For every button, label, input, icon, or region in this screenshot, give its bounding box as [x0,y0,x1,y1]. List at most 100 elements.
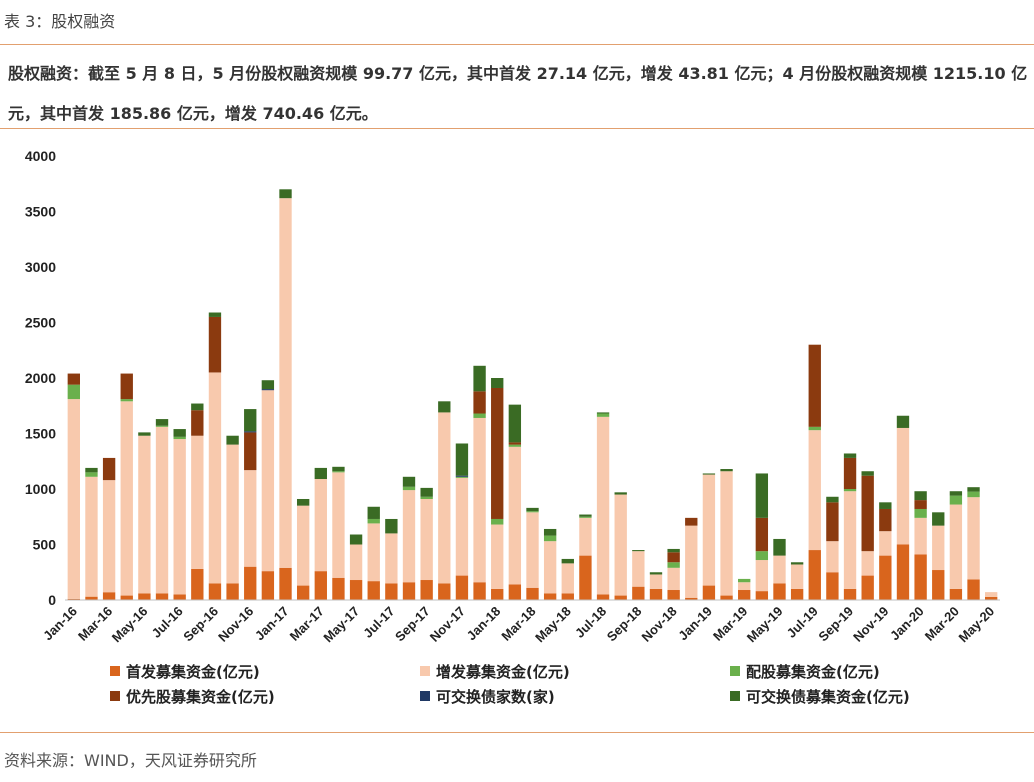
bar-segment-Feb-17-s1 [296,505,310,586]
x-tick-label: Mar-20 [922,604,962,644]
bar-segment-Jan-16-s0 [67,598,80,600]
legend-swatch [110,666,120,676]
bar-segment-Nov-19-s5 [879,502,892,509]
bar-segment-Aug-16-s5 [191,403,204,411]
bar-segment-Jan-16-s3 [67,373,80,385]
bar-segment-Oct-18-s5 [649,572,663,575]
bar-segment-Apr-19-s3 [755,517,769,552]
bar-segment-Jun-19-s1 [790,564,804,589]
y-axis: 0 500 1000 1500 2000 2500 3000 3500 4000 [25,148,56,608]
bar-segment-Feb-20-s0 [932,570,945,600]
bar-segment-Mar-16-s0 [102,592,116,600]
bar-segment-Jul-19-s3 [808,344,821,427]
bar-segment-May-17-s5 [349,534,363,545]
bar-segment-Jul-18-s5 [596,412,610,414]
x-tick-label: Sep-19 [815,604,856,645]
bar-segment-Jul-17-s0 [385,583,398,600]
x-tick-label: May-16 [109,604,151,646]
x-tick-label: Jan-18 [464,604,504,644]
bar-segment-Feb-18-s5 [508,404,522,443]
x-tick-label: May-19 [744,604,786,646]
bar-segment-Jul-17-s5 [385,518,398,534]
bar-series [67,189,998,600]
bar-segment-Sep-19-s5 [843,453,857,458]
bar-segment-Jun-16-s1 [155,426,169,594]
bar-segment-May-16-s0 [138,593,151,600]
x-tick-label: Jul-19 [784,604,821,641]
bar-segment-Jan-17-s0 [279,567,292,600]
bar-segment-Apr-20-s1 [967,497,980,580]
bar-segment-Jan-20-s5 [914,491,927,501]
bar-segment-May-19-s0 [773,583,786,600]
bar-segment-Oct-17-s5 [438,401,451,413]
bar-segment-Nov-17-s2 [455,476,469,478]
x-tick-label: Nov-16 [215,604,256,645]
legend-label: 增发募集资金(亿元) [436,663,570,681]
bar-segment-Apr-20-s0 [967,579,980,600]
bar-segment-Apr-20-s5 [967,487,980,492]
bar-segment-Jan-17-s1 [279,198,292,568]
x-axis-labels: Jan-16Mar-16May-16Jul-16Sep-16Nov-16Jan-… [40,604,997,646]
bar-segment-Dec-19-s0 [896,544,910,600]
bar-segment-Dec-18-s3 [685,517,698,526]
bar-segment-Aug-16-s3 [191,410,204,436]
bar-segment-Jan-16-s1 [67,399,80,599]
table-caption: 表 3：股权融资 [4,12,116,31]
bar-segment-Jan-18-s2 [491,518,504,525]
x-tick-label: Mar-16 [75,604,115,644]
bar-segment-Apr-18-s0 [543,593,557,600]
bar-segment-Nov-17-s4 [455,475,469,477]
bar-segment-Nov-16-s1 [244,470,257,567]
bar-segment-Jul-16-s0 [173,594,186,600]
bar-segment-Jul-18-s0 [596,594,610,600]
x-tick-label: Jan-19 [675,604,715,644]
bar-segment-Sep-19-s3 [843,457,857,489]
bar-segment-Jun-19-s0 [790,588,804,600]
bar-segment-Apr-19-s0 [755,591,769,600]
bar-segment-Mar-19-s2 [738,578,751,583]
bar-segment-Feb-19-s5 [720,469,733,472]
legend-label: 可交换债募集资金(亿元) [746,688,910,706]
bar-segment-Jul-16-s1 [173,439,186,595]
bar-segment-Feb-16-s2 [85,472,98,477]
summary-divider [0,128,1034,129]
bar-segment-Feb-17-s5 [296,498,310,506]
bar-segment-Feb-18-s1 [508,446,522,585]
bar-segment-Jun-18-s5 [579,514,592,517]
bar-segment-Jun-16-s2 [155,425,169,427]
bar-segment-Jun-18-s2 [579,516,592,518]
bar-segment-Oct-16-s0 [226,583,239,600]
y-tick-label: 500 [33,537,57,553]
legend-swatch [420,666,430,676]
x-tick-label: May-17 [320,604,362,646]
bar-segment-Aug-19-s0 [826,572,839,600]
bar-segment-Aug-17-s5 [402,476,416,487]
bar-segment-Jan-20-s3 [914,500,927,509]
x-tick-label: Jul-17 [360,604,397,641]
bar-segment-Jun-17-s0 [367,581,380,600]
bar-segment-Mar-20-s2 [949,495,963,505]
bar-segment-May-16-s5 [138,432,151,436]
bar-segment-May-18-s1 [561,563,574,594]
bar-segment-Jan-16-s2 [67,384,80,400]
bar-segment-Oct-18-s1 [649,574,663,589]
bar-segment-Dec-17-s1 [473,417,486,583]
bar-segment-Jun-18-s1 [579,517,592,556]
bar-segment-Jan-18-s5 [491,378,504,388]
bar-segment-Apr-17-s2 [332,471,345,473]
bar-segment-Apr-16-s3 [120,373,133,400]
bar-segment-Oct-19-s3 [861,475,874,552]
bar-segment-Jun-16-s0 [155,593,169,600]
bar-segment-Jan-18-s0 [491,588,504,600]
bar-segment-Jan-20-s2 [914,508,927,518]
bar-segment-Jan-19-s5 [702,473,716,475]
bar-segment-Feb-16-s1 [85,476,98,597]
bar-segment-May-20-s1 [985,592,998,597]
bar-segment-Nov-17-s0 [455,575,469,600]
bar-segment-Feb-18-s3 [508,442,522,445]
bar-segment-Oct-19-s5 [861,471,874,476]
bar-segment-Mar-16-s3 [102,457,116,481]
bar-segment-Nov-18-s1 [667,567,680,591]
bar-segment-Oct-17-s1 [438,412,451,584]
